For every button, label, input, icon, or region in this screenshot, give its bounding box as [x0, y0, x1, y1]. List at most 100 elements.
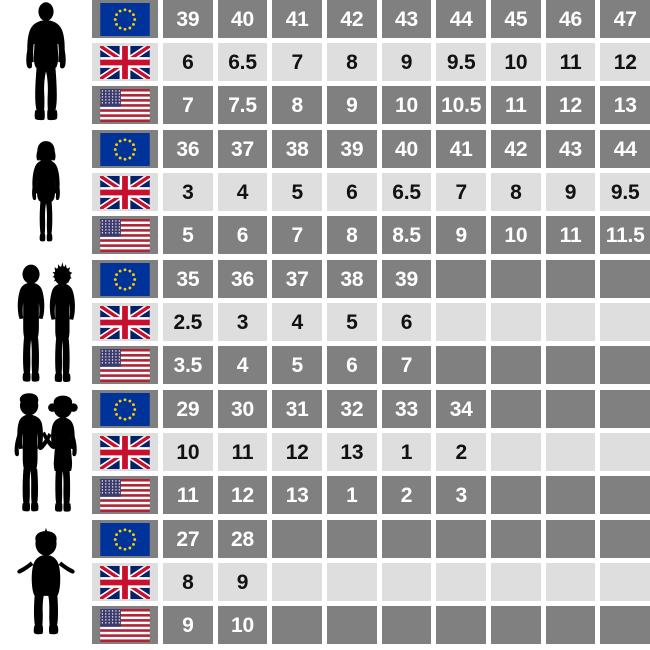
- size-cell: 4: [217, 173, 268, 211]
- size-cell: 9.5: [436, 43, 487, 81]
- size-cell: 12: [600, 43, 650, 81]
- two-older-children-silhouette-icon: [0, 260, 92, 384]
- size-cell: 31: [272, 390, 323, 428]
- size-cell: 7: [272, 216, 323, 254]
- size-cell: 8: [327, 43, 377, 81]
- size-cell: 29: [163, 390, 213, 428]
- size-row-children-us: 11 12 13 1 2 3: [92, 476, 650, 514]
- size-cell: 42: [491, 130, 541, 168]
- size-row-women-uk: 3 4 5 6 6.5 7 8 9 9.5: [92, 173, 650, 211]
- size-cell-empty: [381, 563, 432, 601]
- size-cell-empty: [600, 606, 650, 644]
- size-cell: 9: [381, 43, 432, 81]
- size-cell: 41: [436, 130, 487, 168]
- size-cell: 13: [600, 86, 650, 124]
- size-row-children-uk: 10 11 12 13 1 2: [92, 433, 650, 471]
- us-flag-icon: [92, 346, 158, 384]
- size-rows-children: 29 30 31 32 33 34 10 11 12 13 1 2 11 12 13 1 2 3: [92, 390, 650, 514]
- size-cell: 10: [491, 43, 541, 81]
- woman-silhouette-icon: [0, 130, 92, 254]
- us-flag-icon: [92, 476, 158, 514]
- size-cell-empty: [491, 433, 541, 471]
- size-cell-empty: [436, 260, 487, 298]
- size-cell: 4: [272, 303, 323, 341]
- size-cell: 7: [272, 43, 323, 81]
- size-cell: 2.5: [163, 303, 213, 341]
- size-row-men-uk: 6 6.5 7 8 9 9.5 10 11 12: [92, 43, 650, 81]
- size-cell: 7: [436, 173, 487, 211]
- uk-flag-icon: [92, 303, 158, 341]
- size-cell: 2: [436, 433, 487, 471]
- size-cell-empty: [545, 563, 596, 601]
- size-cell: 1: [381, 433, 432, 471]
- size-cell-empty: [436, 520, 487, 558]
- size-cell: 6.5: [381, 173, 432, 211]
- size-cell-empty: [600, 476, 650, 514]
- size-cell: 44: [436, 0, 487, 38]
- size-cell-empty: [545, 433, 596, 471]
- size-cell: 36: [163, 130, 213, 168]
- size-cell: 8.5: [381, 216, 432, 254]
- size-block-women: 36 37 38 39 40 41 42 43 44 3 4 5 6 6.5 7 8 9 9.5 5 6 7 8 8.5 9 1…: [0, 130, 650, 254]
- size-cell-empty: [545, 390, 596, 428]
- size-cell-empty: [272, 520, 323, 558]
- size-cell-empty: [545, 346, 596, 384]
- size-row-youth-eu: 35 36 37 38 39: [92, 260, 650, 298]
- size-cell: 32: [327, 390, 377, 428]
- size-cell-empty: [545, 303, 596, 341]
- size-cell: 10: [217, 606, 268, 644]
- size-cell: 7: [163, 86, 213, 124]
- size-cell-empty: [491, 303, 541, 341]
- size-cell: 10: [163, 433, 213, 471]
- size-cell-empty: [545, 476, 596, 514]
- size-cell: 36: [217, 260, 268, 298]
- size-cell-empty: [545, 260, 596, 298]
- size-cell: 9: [436, 216, 487, 254]
- size-cell: 39: [163, 0, 213, 38]
- size-cell: 5: [327, 303, 377, 341]
- uk-flag-icon: [92, 43, 158, 81]
- size-cell-empty: [600, 346, 650, 384]
- size-row-youth-uk: 2.5 3 4 5 6: [92, 303, 650, 341]
- size-cell-empty: [272, 563, 323, 601]
- size-cell: 42: [327, 0, 377, 38]
- size-cell: 30: [217, 390, 268, 428]
- size-block-toddler: 27 28 8 9 9 10: [0, 520, 650, 644]
- size-cell: 47: [600, 0, 650, 38]
- size-cell-empty: [545, 606, 596, 644]
- size-cell-empty: [600, 390, 650, 428]
- size-rows-women: 36 37 38 39 40 41 42 43 44 3 4 5 6 6.5 7 8 9 9.5 5 6 7 8 8.5 9 1…: [92, 130, 650, 254]
- size-cell: 9: [545, 173, 596, 211]
- us-flag-icon: [92, 86, 158, 124]
- size-cell: 7: [381, 346, 432, 384]
- toddler-silhouette-icon: [0, 520, 92, 644]
- size-row-toddler-eu: 27 28: [92, 520, 650, 558]
- size-cell-empty: [381, 520, 432, 558]
- size-cell: 7.5: [217, 86, 268, 124]
- size-cell: 2: [381, 476, 432, 514]
- size-row-women-us: 5 6 7 8 8.5 9 10 11 11.5: [92, 216, 650, 254]
- size-cell-empty: [491, 563, 541, 601]
- size-cell: 9: [327, 86, 377, 124]
- size-cell-empty: [436, 563, 487, 601]
- size-cell: 10: [381, 86, 432, 124]
- size-row-children-eu: 29 30 31 32 33 34: [92, 390, 650, 428]
- size-cell-empty: [600, 433, 650, 471]
- size-cell-empty: [327, 606, 377, 644]
- size-cell: 6: [327, 346, 377, 384]
- size-cell: 38: [272, 130, 323, 168]
- size-cell-empty: [436, 606, 487, 644]
- size-block-youth: 35 36 37 38 39 2.5 3 4 5 6 3.5 4 5 6 7: [0, 260, 650, 384]
- size-cell-empty: [600, 260, 650, 298]
- size-cell: 40: [381, 130, 432, 168]
- size-cell: 11: [217, 433, 268, 471]
- size-cell: 39: [381, 260, 432, 298]
- size-cell: 12: [272, 433, 323, 471]
- size-rows-men: 39 40 41 42 43 44 45 46 47 6 6.5 7 8 9 9.5 10 11 12 7 7.5 8 9…: [92, 0, 650, 124]
- size-cell: 45: [491, 0, 541, 38]
- size-cell: 1: [327, 476, 377, 514]
- uk-flag-icon: [92, 433, 158, 471]
- size-cell-empty: [491, 520, 541, 558]
- size-cell: 39: [327, 130, 377, 168]
- size-cell: 10: [491, 216, 541, 254]
